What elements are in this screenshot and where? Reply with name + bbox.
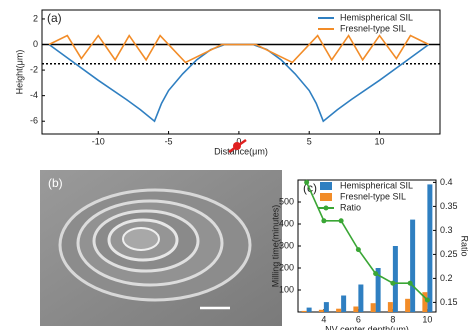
y-tick-label: -6 (30, 116, 38, 126)
bar (307, 308, 312, 312)
bar (341, 296, 346, 313)
legend-label: Hemispherical SIL (340, 12, 413, 22)
series-line (49, 45, 429, 122)
y2-tick-label: 0.4 (440, 177, 453, 187)
bar (393, 246, 398, 312)
x-tick-label: 6 (356, 314, 361, 324)
y-tick-label: 400 (279, 218, 294, 228)
y2-tick-label: 0.25 (440, 249, 458, 259)
y-tick-label: -4 (30, 90, 38, 100)
legend-swatch (320, 193, 332, 201)
bar (336, 309, 341, 312)
y-axis-label: Milling time(minutes) (270, 205, 280, 288)
x-axis-label: NV center depth(μm) (325, 324, 409, 330)
panel-label: (a) (47, 11, 62, 25)
bar (405, 299, 410, 312)
point (304, 180, 309, 185)
y-tick-label: 2 (33, 13, 38, 23)
y-tick-label: -2 (30, 64, 38, 74)
bar (427, 184, 432, 312)
bar (358, 285, 363, 313)
bar (319, 310, 324, 312)
y-tick-label: 200 (279, 262, 294, 272)
y2-axis-label: Ratio (460, 235, 470, 256)
y2-tick-label: 0.35 (440, 201, 458, 211)
x-tick-label: 10 (422, 314, 432, 324)
y2-tick-label: 0.3 (440, 225, 453, 235)
bar (353, 307, 358, 313)
x-tick-label: -5 (165, 136, 173, 146)
legend-swatch (320, 182, 332, 190)
y-tick-label: 0 (33, 39, 38, 49)
x-axis-label: Distance(μm) (214, 146, 268, 156)
bar (388, 302, 393, 312)
legend-label: Fresnel-type SIL (340, 191, 406, 201)
y-tick-label: 500 (279, 196, 294, 206)
x-tick-label: 4 (321, 314, 326, 324)
panel-label: (b) (48, 176, 63, 190)
bar (302, 311, 307, 312)
y2-tick-label: 0.2 (440, 273, 453, 283)
x-tick-label: 5 (307, 136, 312, 146)
legend-label: Fresnel-type SIL (340, 23, 406, 33)
x-tick-label: 8 (390, 314, 395, 324)
point (356, 247, 361, 252)
point (373, 271, 378, 276)
y2-tick-label: 0.15 (440, 297, 458, 307)
legend-label: Ratio (340, 202, 361, 212)
legend-marker (324, 206, 329, 211)
y-axis-label: Height(μm) (14, 50, 24, 95)
legend-label: Hemispherical SIL (340, 180, 413, 190)
bar (410, 220, 415, 312)
figure: (b) -10-50510-6-4-202Distance(μm)Height(… (0, 0, 470, 330)
point (425, 298, 430, 303)
series-line (49, 36, 429, 63)
bar (324, 302, 329, 312)
bar (371, 303, 376, 312)
point (390, 281, 395, 286)
point (339, 218, 344, 223)
x-tick-label: 10 (375, 136, 385, 146)
point (321, 218, 326, 223)
y-tick-label: 300 (279, 240, 294, 250)
sem-image: (b) (40, 170, 282, 326)
x-tick-label: -10 (92, 136, 105, 146)
point (408, 281, 413, 286)
y-tick-label: 100 (279, 284, 294, 294)
